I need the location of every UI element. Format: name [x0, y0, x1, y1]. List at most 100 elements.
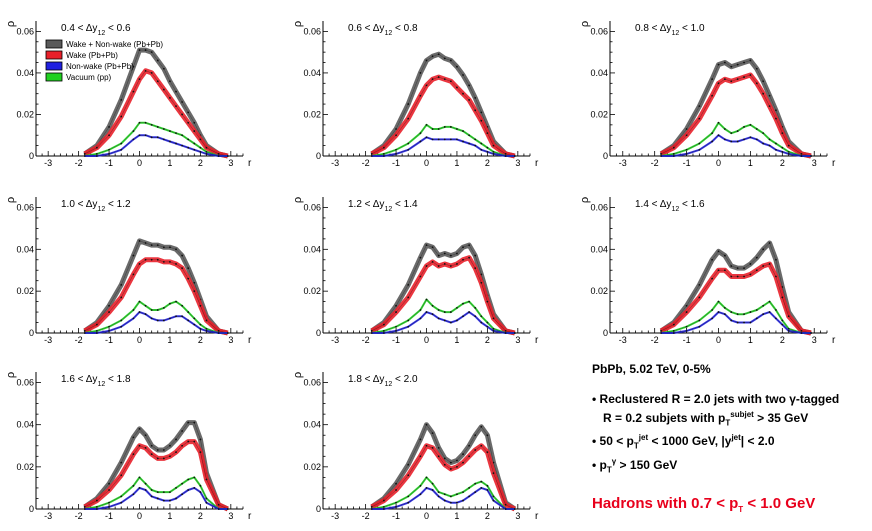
data-point [175, 142, 177, 145]
legend-label: Wake (Pb+Pb) [66, 51, 118, 60]
data-point [193, 130, 196, 132]
y-tick-label: 0 [603, 151, 608, 161]
data-point [480, 111, 483, 114]
data-point [108, 148, 110, 151]
x-tick-label: 1 [454, 158, 459, 168]
data-point [108, 304, 110, 307]
data-point [480, 444, 483, 447]
x-tick-label: 3 [515, 158, 520, 168]
data-point [431, 246, 434, 249]
data-point [193, 317, 196, 320]
panel-label-b: < 0.6 [105, 23, 131, 34]
data-point [138, 300, 141, 303]
data-point [810, 155, 812, 157]
data-point [480, 480, 483, 483]
data-point [468, 311, 471, 313]
data-point [425, 476, 428, 479]
data-point [456, 465, 458, 468]
y-tick-label: 0.04 [16, 68, 34, 78]
data-point [749, 321, 752, 324]
data-point [449, 80, 452, 83]
data-point [382, 323, 385, 326]
data-point [486, 434, 489, 437]
data-point [150, 444, 153, 447]
cut-line-4: • pTγ > 150 GeV [592, 454, 867, 477]
panel-label: 0.4 < Δy12 < 0.6 [61, 23, 131, 37]
data-point [443, 499, 446, 502]
data-point [462, 302, 464, 305]
data-point [162, 449, 165, 451]
data-point [419, 317, 422, 320]
x-tick-label: -2 [362, 158, 370, 168]
data-point [672, 155, 675, 157]
x-tick-label: 3 [228, 511, 233, 521]
data-point [768, 300, 771, 303]
panel-label: 0.8 < Δy12 < 1.0 [635, 23, 705, 37]
data-point [395, 128, 397, 130]
data-point [83, 332, 86, 334]
data-point [456, 501, 458, 504]
data-point [762, 304, 765, 307]
data-point [504, 503, 507, 506]
data-point [486, 321, 489, 324]
data-point [437, 76, 440, 78]
data-point [462, 140, 464, 143]
data-point [169, 140, 171, 143]
data-point [474, 267, 477, 270]
data-point [132, 273, 135, 276]
data-point [672, 146, 675, 149]
data-point [775, 109, 777, 112]
data-point [723, 306, 726, 309]
y-tick-label: 0.06 [590, 202, 608, 212]
data-point [736, 275, 739, 278]
data-point [95, 499, 98, 502]
data-point [193, 487, 196, 489]
data-point [698, 319, 701, 322]
data-point [120, 142, 123, 145]
data-point [181, 304, 184, 307]
data-point [370, 153, 373, 155]
x-axis-title: r [248, 158, 252, 169]
data-point [156, 449, 159, 451]
data-point [486, 150, 489, 153]
data-point [175, 438, 177, 441]
x-tick-label: -1 [683, 335, 691, 345]
y-tick-label: 0.06 [303, 202, 321, 212]
data-point [768, 242, 771, 244]
data-point [144, 49, 147, 51]
data-point [711, 317, 714, 320]
data-point [217, 508, 220, 510]
data-point [175, 132, 177, 135]
data-point [685, 325, 688, 328]
data-point [181, 444, 184, 447]
data-point [193, 142, 196, 145]
data-point [175, 90, 177, 93]
data-point [762, 313, 765, 316]
data-point [480, 321, 483, 324]
x-tick-label: -1 [392, 335, 400, 345]
data-point [781, 319, 784, 322]
data-point [395, 482, 397, 485]
hadron-selection: Hadrons with 0.7 < pT < 1.0 GeV [592, 495, 867, 514]
y-tick-label: 0.04 [16, 420, 34, 430]
x-axis-title: r [248, 335, 252, 346]
data-point [132, 138, 135, 141]
data-point [462, 74, 464, 76]
cut-line-3-sub: T [633, 441, 639, 451]
panel-label-a: 1.8 < Δy [348, 374, 384, 385]
data-point [768, 263, 771, 265]
legend: Wake + Non-wake (Pb+Pb) Wake (Pb+Pb) Non-w… [45, 39, 163, 82]
data-point [108, 311, 110, 313]
data-point [425, 244, 428, 247]
x-tick-label: -2 [75, 158, 83, 168]
data-point [193, 476, 196, 479]
data-point [162, 128, 165, 130]
data-point [395, 153, 397, 155]
data-point [474, 449, 477, 451]
data-point [486, 489, 489, 491]
data-point [431, 432, 434, 435]
data-point [425, 59, 428, 62]
data-point [407, 103, 410, 105]
data-point [181, 315, 184, 318]
cut-line-3-c: | < 2.0 [740, 434, 775, 449]
